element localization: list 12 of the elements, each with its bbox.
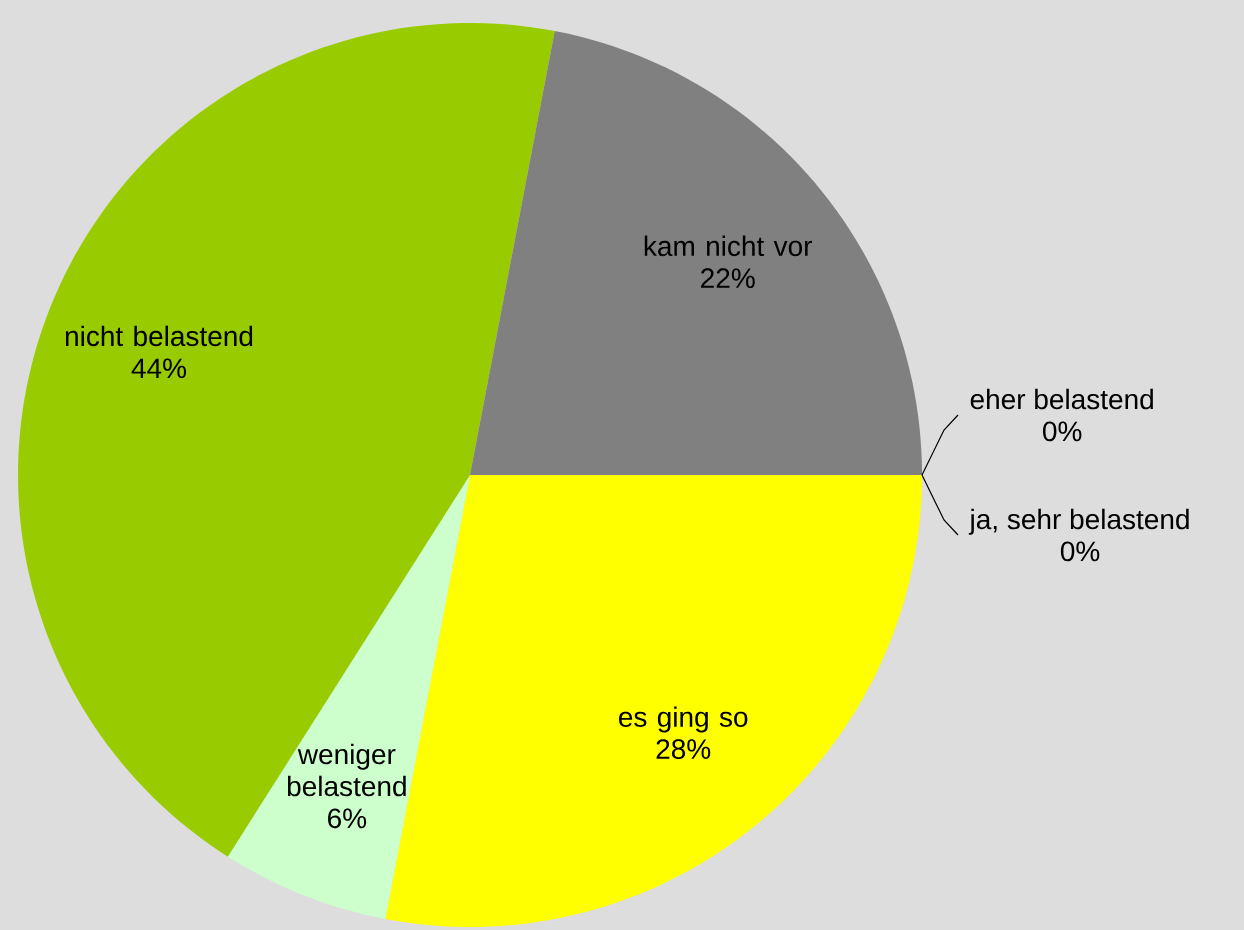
data-label: 28% — [656, 739, 711, 760]
slice-label: kam nicht vor — [644, 235, 813, 257]
data-label: 6% — [328, 808, 367, 829]
data-label: 22% — [701, 268, 755, 289]
text: 0% — [1060, 541, 1100, 562]
slice-label: weniger belastend — [287, 743, 406, 797]
slice-label: es ging so — [619, 706, 748, 733]
category-label: eher belastend — [970, 388, 1153, 410]
text: 0% — [1043, 421, 1082, 442]
legend-label: ja, sehr belastend — [968, 508, 1189, 535]
data-label: 44% — [131, 358, 187, 379]
slice-label: nicht belastend — [65, 325, 253, 347]
